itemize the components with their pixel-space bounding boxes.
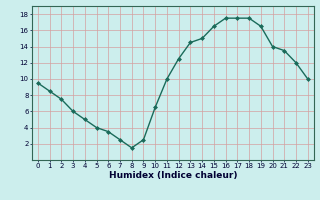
X-axis label: Humidex (Indice chaleur): Humidex (Indice chaleur) (108, 171, 237, 180)
